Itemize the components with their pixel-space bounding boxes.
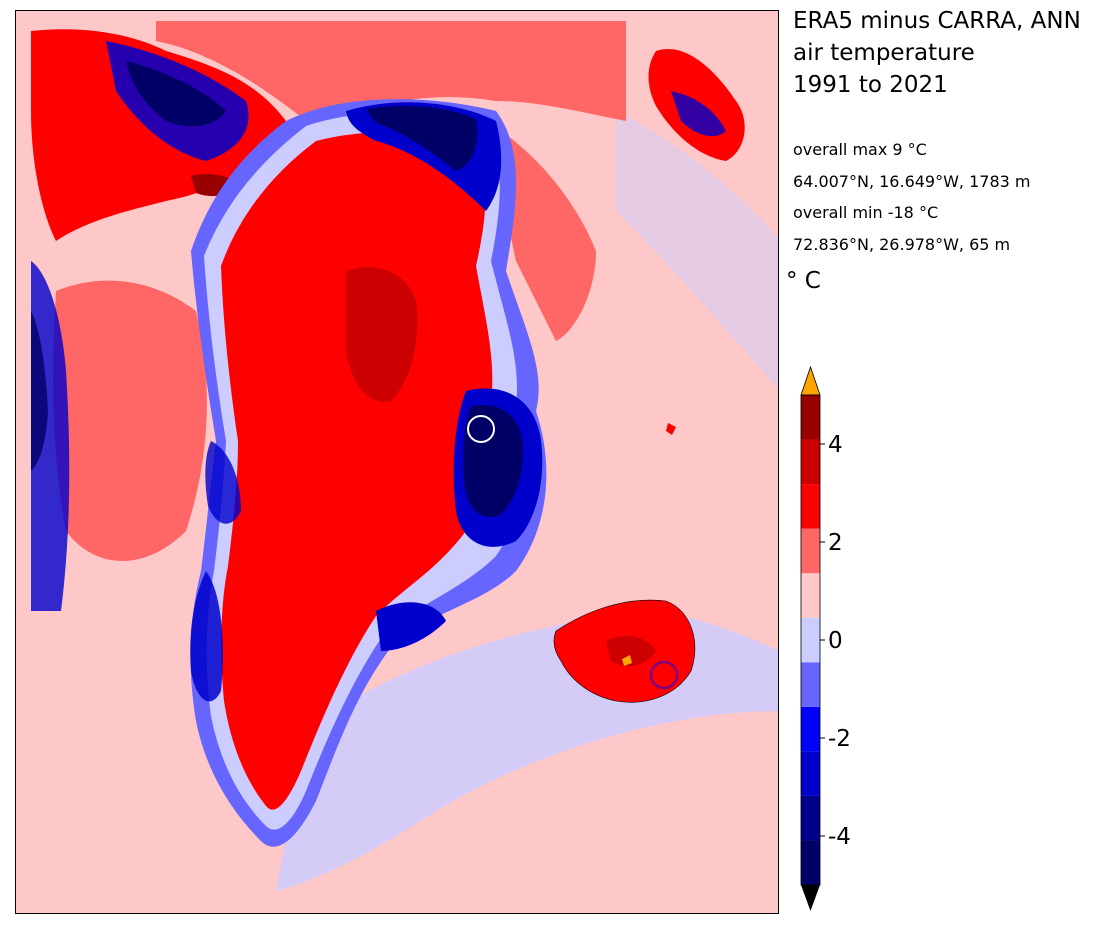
colorbar-tick-label: -2 <box>828 726 851 752</box>
map-canvas <box>16 11 778 913</box>
overall-min-label: overall min -18 °C <box>793 203 939 222</box>
svalbard-cold <box>671 91 726 137</box>
w-greenland-cold <box>205 441 241 524</box>
map-panel <box>15 10 779 914</box>
colorbar: 4 2 0 -2 -4 <box>800 365 851 911</box>
title-line-3: 1991 to 2021 <box>793 72 948 98</box>
colorbar-segment <box>801 840 820 885</box>
colorbar-tick-label: -4 <box>828 824 851 850</box>
overall-min-location: 72.836°N, 26.978°W, 65 m <box>793 235 1011 254</box>
colorbar-tick-label: 4 <box>828 432 843 458</box>
iceland-hotspot <box>622 655 632 666</box>
sw-greenland-cold <box>190 571 223 702</box>
colorbar-tick-label: 0 <box>828 628 843 654</box>
max-marker-circle <box>649 660 679 690</box>
colorbar-segment <box>801 662 820 707</box>
ocean-cold-band-ne <box>616 111 778 389</box>
colorbar-extend-min <box>801 885 820 911</box>
colorbar-segment <box>801 706 820 752</box>
ellesmere-cold-core <box>126 61 226 127</box>
colorbar-segment <box>801 795 820 841</box>
ne-greenland-cold-core <box>366 106 478 171</box>
north-warm-sea <box>156 21 626 121</box>
greenland-ice-sheet <box>221 131 493 810</box>
colorbar-segment <box>801 395 820 440</box>
overall-max-label: overall max 9 °C <box>793 140 927 159</box>
canada-coast-core <box>31 311 48 471</box>
se-greenland-cold <box>376 602 446 651</box>
jan-mayen <box>666 423 676 435</box>
colorbar-segment <box>801 751 820 796</box>
colorbar-segment <box>801 484 820 529</box>
unit-label: ° C <box>786 268 821 294</box>
title-line-1: ERA5 minus CARRA, ANN <box>793 8 1081 34</box>
iceland-warm-core <box>606 635 656 667</box>
colorbar-tick-label: 2 <box>828 530 843 556</box>
baffin-bay-warm <box>53 280 207 561</box>
colorbar-segment <box>801 439 820 485</box>
ice-sheet-summit-warm <box>346 267 418 402</box>
colorbar-segment <box>801 617 820 663</box>
colorbar-segment <box>801 573 820 618</box>
title-line-2: air temperature <box>793 40 975 66</box>
colorbar-extend-max <box>800 365 821 396</box>
min-marker-circle <box>467 415 495 443</box>
east-greenland-cold-core <box>463 405 524 517</box>
overall-max-location: 64.007°N, 16.649°W, 1783 m <box>793 172 1031 191</box>
colorbar-segment <box>801 528 820 574</box>
